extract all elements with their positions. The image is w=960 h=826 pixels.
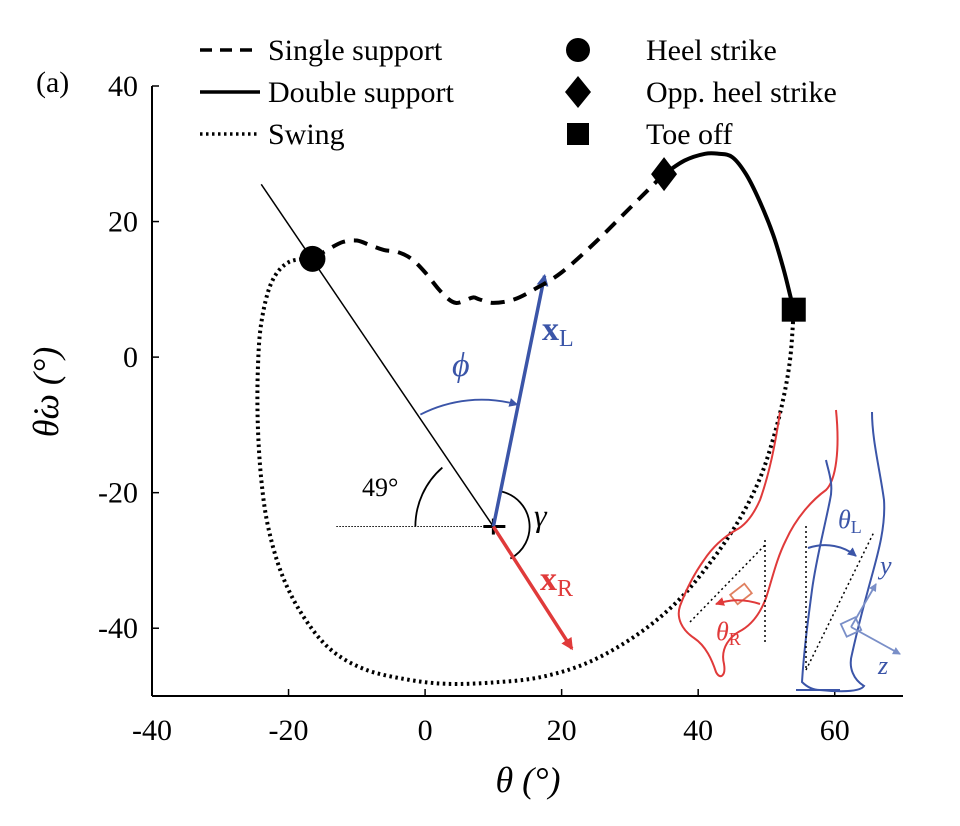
theta-l-label-sub: L [851,517,862,537]
theta-l-label: θL [838,505,862,537]
x-l-label-main: x [542,311,559,348]
legend-label-single-support: Single support [268,34,443,67]
inset-y-label: y [877,551,892,580]
left-leg-axis [805,531,875,671]
toe-off-marker [781,297,806,322]
legend-opp-heel-strike-marker [565,76,591,108]
y-ticks: 40 20 0 -20 -40 [98,70,159,645]
theta-r-label-sub: R [729,629,741,649]
legend: Single support Double support Swing Heel… [200,34,837,151]
axes [151,86,903,697]
y-tick-label: -40 [98,612,138,645]
legend-label-double-support: Double support [268,76,454,109]
x-axis-label: θ (°) [495,760,560,800]
theta-r-arrow [715,597,761,606]
phi-arc [419,398,519,416]
theta-r-label-main: θ [716,617,729,646]
annotations [260,183,574,651]
y-tick-label: -20 [98,477,138,510]
angle-49-arc [414,466,443,527]
legend-label-swing: Swing [268,118,345,151]
y-tick-label: 20 [108,206,138,239]
y-tick-label: 0 [123,341,138,374]
left-leg-outline [800,411,886,693]
x-r-vector [491,525,574,651]
opp-heel-strike-marker [651,157,678,192]
leg-inset: θR θL y z [677,409,901,693]
x-ticks: -40 -20 0 20 40 60 [132,689,850,747]
x-r-label: xR [540,561,573,602]
theta-l-label-main: θ [838,505,851,534]
x-tick-label: 0 [418,714,433,747]
x-l-label-sub: L [559,326,574,352]
principal-axis-line [260,183,494,527]
gamma-label: γ [534,497,548,533]
y-tick-label: 40 [108,70,138,103]
event-markers [299,157,806,322]
left-leg-sensor [839,616,863,638]
x-r-label-main: x [540,561,557,598]
x-tick-label: -20 [269,714,309,747]
x-tick-label: 20 [547,714,577,747]
x-l-vector [491,273,549,527]
series-group [255,151,796,686]
x-l-label: xL [542,311,574,352]
legend-label-toe-off: Toe off [646,118,732,151]
phi-label: ϕ [452,347,470,384]
legend-label-opp-heel-strike: Opp. heel strike [646,76,837,109]
angle-49-label: 49° [362,473,398,502]
right-leg-axis [689,544,766,623]
single-support-curve [311,172,666,305]
z-axis-arrow [850,626,901,655]
double-support-curve [662,151,796,311]
gamma-arc [501,490,531,560]
x-tick-label: 60 [820,714,850,747]
x-tick-label: -40 [132,714,172,747]
inset-z-label: z [877,651,888,680]
theta-r-label: θR [716,617,741,649]
vector-labels: xL xR ϕ γ 49° [362,311,574,602]
theta-l-arrow [807,544,857,557]
y-axis-label: θ̇ω (°) [26,347,66,437]
y-axis-arrow [850,583,877,628]
heel-strike-marker [299,245,326,272]
x-r-label-sub: R [557,576,573,602]
legend-toe-off-marker [567,123,589,145]
x-tick-label: 40 [683,714,713,747]
right-leg-outline [677,409,839,678]
legend-heel-strike-marker [566,38,590,62]
swing-curve [255,256,796,686]
legend-label-heel-strike: Heel strike [646,34,777,67]
panel-label: (a) [36,66,69,99]
